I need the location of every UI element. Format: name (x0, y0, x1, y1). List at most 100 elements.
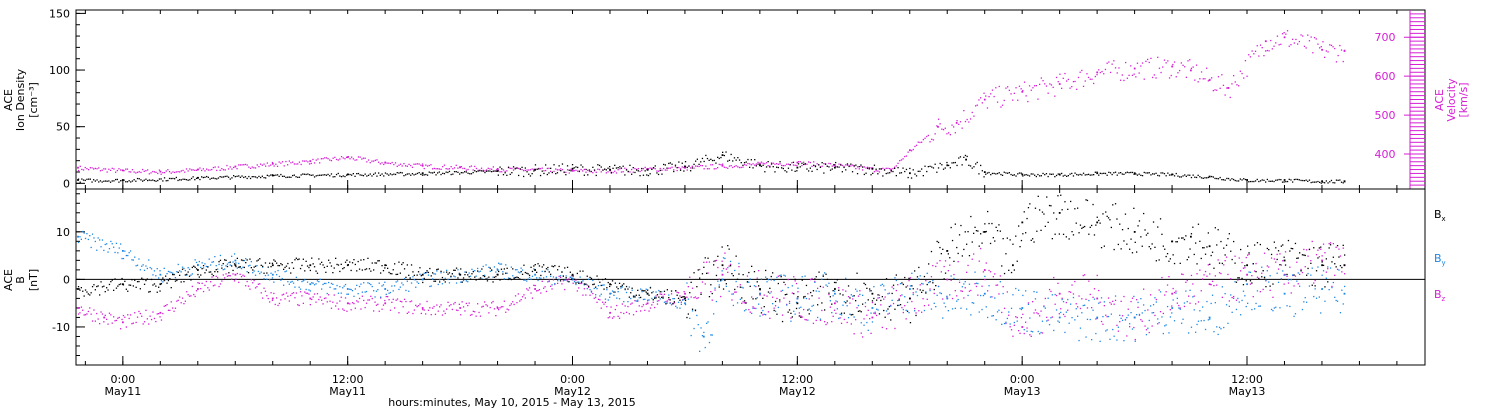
bx-series-point (128, 284, 130, 286)
bz-series-point (1147, 309, 1149, 311)
density-series-point (1286, 180, 1289, 183)
density-series-point (143, 179, 145, 181)
bz-series-point (287, 295, 289, 297)
velocity-series-point (182, 169, 184, 172)
velocity-series-point (185, 168, 188, 170)
bz-series-point (156, 313, 158, 315)
density-series-point (327, 173, 329, 176)
bz-series-point (520, 299, 522, 301)
by-series-point (156, 268, 158, 270)
by-series-point (1168, 332, 1170, 334)
bx-series-point (819, 285, 822, 288)
velocity-series-point (929, 141, 931, 143)
density-series-point (511, 172, 513, 174)
bz-series-point (662, 295, 664, 297)
bz-series-point (302, 302, 304, 304)
by-series-point (371, 285, 373, 288)
velocity-series-point (101, 169, 103, 171)
bx-series-point (354, 263, 356, 266)
by-series-point (552, 276, 555, 278)
by-series-knot (309, 283, 312, 286)
velocity-series-point (1337, 54, 1339, 57)
by-series-point (883, 285, 885, 287)
bx-series-point (1015, 235, 1017, 237)
by-series-point (267, 274, 269, 276)
density-series-point (1241, 179, 1243, 181)
density-series-point (963, 156, 965, 158)
bx-series-point (493, 276, 496, 278)
velocity-series-point (740, 166, 742, 169)
velocity-series-point (597, 168, 599, 170)
bx-series-point (174, 280, 177, 282)
bz-series-point (475, 315, 477, 317)
bz-series-point (975, 285, 978, 288)
by-series-point (401, 282, 403, 284)
bz-series-point (197, 282, 199, 284)
bz-series-point (108, 312, 111, 314)
by-series-point (1100, 297, 1103, 299)
velocity-series-point (376, 159, 378, 161)
bz-series-point (998, 293, 1000, 295)
by-series-point (478, 271, 480, 273)
by-series-point (602, 284, 604, 286)
bz-series-point (1211, 280, 1214, 282)
velocity-series-point (393, 163, 395, 166)
by-series-knot (871, 307, 874, 309)
by-series-point (634, 295, 636, 297)
by-series-point (838, 317, 840, 320)
velocity-series-point (749, 163, 751, 165)
bz-series-point (208, 289, 210, 291)
velocity-series-point (452, 168, 454, 170)
bx-series-point (578, 282, 580, 284)
velocity-series-point (917, 141, 919, 143)
bx-series-point (942, 248, 944, 250)
bx-series-point (658, 296, 660, 298)
bz-series-point (440, 304, 442, 306)
bz-series-knot (1321, 259, 1323, 262)
by-series-point (831, 312, 833, 314)
by-series-point (707, 321, 709, 323)
bz-series-point (367, 299, 369, 301)
by-series-point (1030, 330, 1032, 332)
bx-series-point (1258, 278, 1260, 280)
velocity-series-point (735, 165, 737, 167)
bx-series-point (1002, 238, 1004, 240)
velocity-series-point (448, 168, 451, 170)
by-series-point (1336, 300, 1339, 302)
bz-series-point (825, 323, 827, 326)
bz-series-point (1077, 306, 1079, 308)
bz-series-point (977, 294, 979, 296)
velocity-series-point (1246, 75, 1248, 77)
velocity-series-point (988, 96, 990, 98)
by-series-point (238, 262, 240, 265)
velocity-series-point (612, 171, 614, 174)
bx-series-point (635, 294, 637, 296)
density-series-point (1055, 174, 1058, 177)
bx-series-point (339, 270, 341, 273)
bx-series-point (966, 243, 968, 245)
velocity-series-point (711, 164, 714, 166)
density-series-point (755, 165, 757, 167)
bz-series-point (800, 315, 802, 317)
velocity-series-point (511, 167, 513, 170)
by-series-point (528, 276, 531, 278)
velocity-series-point (1163, 59, 1166, 61)
bz-series-point (392, 298, 394, 300)
velocity-series-point (934, 133, 936, 135)
velocity-series-point (1175, 76, 1177, 78)
bz-series-point (409, 301, 411, 303)
bx-series-point (201, 268, 203, 270)
bx-series-point (82, 290, 84, 292)
velocity-series-point (288, 160, 290, 162)
by-series-point (481, 277, 483, 280)
density-series-point (448, 170, 451, 173)
bz-series-point (214, 284, 216, 286)
bz-series-point (1344, 273, 1346, 275)
velocity-axis-title-line: [km/s] (1457, 82, 1470, 117)
bx-series-point (416, 274, 418, 276)
bfield-tick-label: 0 (63, 273, 70, 286)
density-series-knot (609, 168, 611, 171)
by-series-point (1182, 318, 1184, 320)
density-series-point (668, 162, 670, 165)
velocity-series-point (772, 162, 774, 164)
